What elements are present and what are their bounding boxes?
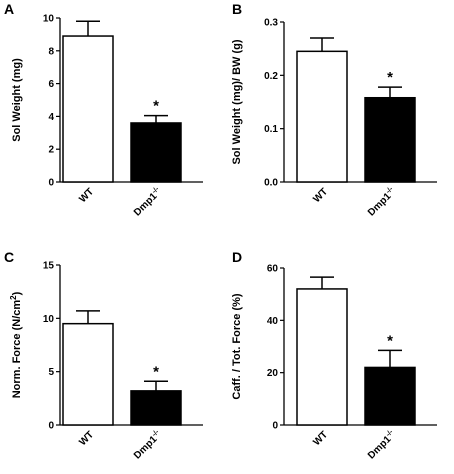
x-category-label: WT	[77, 429, 96, 448]
y-axis-label: Sol Weight (mg)	[11, 58, 23, 142]
y-tick-label: 10	[43, 14, 55, 25]
y-tick-label: 0	[48, 421, 54, 432]
bar-wt	[62, 35, 114, 183]
x-category-label: Dmp1-/-	[131, 185, 164, 218]
significance-marker: *	[387, 69, 393, 86]
x-category-label: WT	[311, 186, 330, 205]
y-axis-label: Norm. Force (N/cm2)	[9, 291, 23, 398]
bar-dmp1	[364, 96, 416, 183]
x-category-label-superscript: -/-	[385, 428, 395, 438]
y-tick-label: 0.1	[264, 124, 278, 135]
significance-marker: *	[387, 332, 393, 349]
y-axis-label-superscript: 2	[9, 295, 18, 300]
x-category-label: WT	[311, 429, 330, 448]
y-axis-label: Caff. / Tot. Force (%)	[231, 293, 243, 399]
x-category-label: Dmp1-/-	[365, 185, 398, 218]
y-tick-label: 5	[48, 367, 54, 378]
y-tick-label: 0.3	[264, 18, 278, 29]
bar-dmp1	[130, 390, 182, 426]
y-tick-label: 15	[43, 261, 55, 272]
x-category-label-text: WT	[311, 429, 330, 448]
x-category-label-text: WT	[77, 186, 96, 205]
panel-letter: C	[4, 249, 14, 265]
x-category-label-superscript: -/-	[151, 428, 161, 438]
panel-b: B 0.0 0.1 0.2 0.3 Sol Weight (mg)/ BW (g) WT * D…	[231, 1, 437, 218]
x-category-label-text: WT	[77, 429, 96, 448]
y-tick-label: 60	[267, 264, 279, 275]
y-axis-label-text: Sol Weight (mg)	[11, 58, 23, 142]
panel-letter: B	[232, 1, 242, 17]
y-axis-label-text: Norm. Force (N/cm	[11, 300, 23, 399]
y-tick-label: 0.2	[264, 71, 278, 82]
x-category-label: Dmp1-/-	[365, 428, 398, 461]
y-tick-label: 2	[48, 145, 54, 156]
bar-dmp1	[364, 366, 416, 426]
panel-a: A 0 2 4 6 8 10 Sol Weight (mg) WT * Dmp1-/-	[4, 1, 203, 218]
x-category-label: Dmp1-/-	[131, 428, 164, 461]
y-tick-label: 20	[267, 368, 279, 379]
panel-d: D 0 20 40 60 Caff. / Tot. Force (%) WT * Dmp1-/-	[231, 249, 437, 461]
y-tick-label: 40	[267, 316, 279, 327]
significance-marker: *	[153, 363, 159, 380]
x-category-label-text: WT	[311, 186, 330, 205]
panel-letter: D	[232, 249, 242, 265]
x-category-label-superscript: -/-	[151, 185, 161, 195]
y-tick-label: 4	[48, 112, 54, 123]
y-tick-label: 0	[48, 178, 54, 189]
y-tick-label: 0	[272, 421, 278, 432]
y-axis-label: Sol Weight (mg)/ BW (g)	[231, 39, 243, 164]
y-axis-label-text: Sol Weight (mg)/ BW (g)	[231, 39, 243, 164]
x-category-label-superscript: -/-	[385, 185, 395, 195]
y-tick-label: 0.0	[264, 178, 278, 189]
x-category-label: WT	[77, 186, 96, 205]
bar-wt	[296, 288, 348, 426]
y-tick-label: 10	[43, 314, 55, 325]
y-axis-label-text: Caff. / Tot. Force (%)	[231, 293, 243, 399]
y-axis-label-suffix: )	[11, 291, 23, 295]
y-tick-label: 6	[48, 79, 54, 90]
bar-wt	[62, 322, 114, 426]
bar-wt	[296, 50, 348, 183]
y-tick-label: 8	[48, 46, 54, 57]
panel-letter: A	[4, 1, 14, 17]
significance-marker: *	[153, 98, 159, 115]
panel-c: C 0 5 10 15 Norm. Force (N/cm2) WT * Dmp1-/-	[4, 249, 203, 461]
bar-dmp1	[130, 122, 182, 183]
